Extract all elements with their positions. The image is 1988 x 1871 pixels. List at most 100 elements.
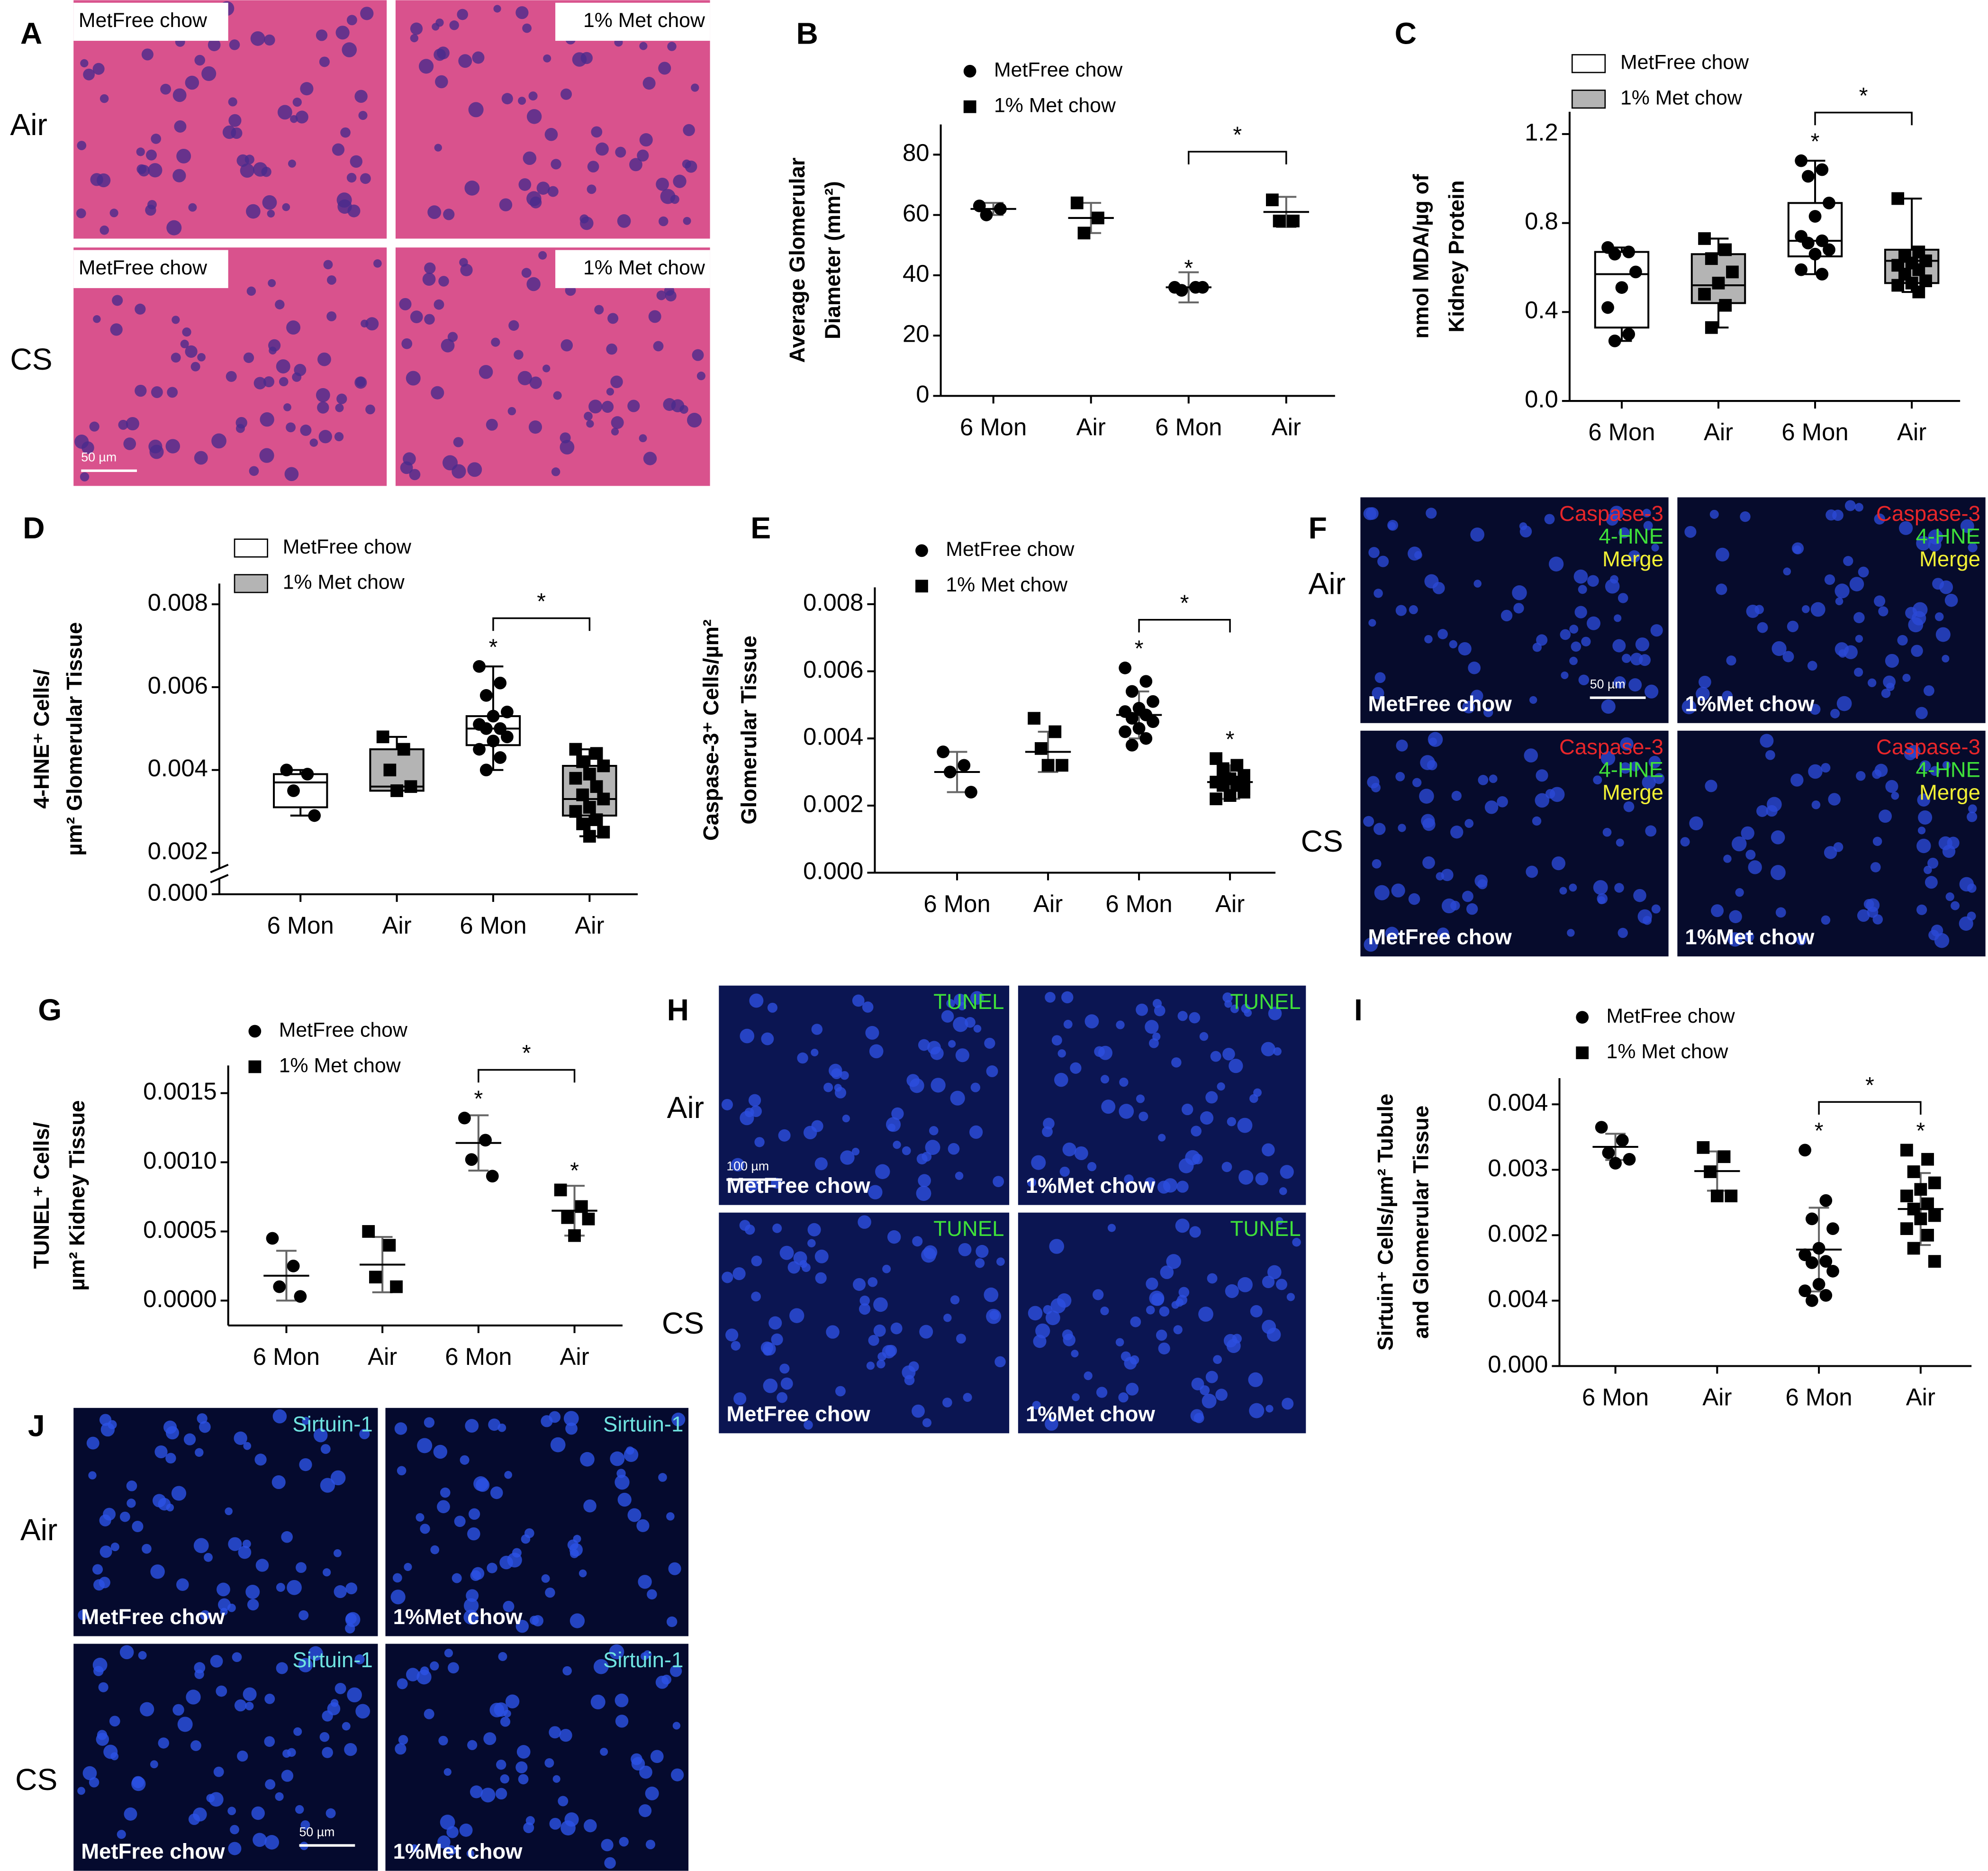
nucleus	[1408, 893, 1420, 905]
data-point	[1912, 263, 1925, 276]
data-point	[1615, 281, 1628, 294]
nucleus	[573, 1535, 581, 1543]
nucleus	[243, 1687, 257, 1701]
nucleus	[733, 1392, 747, 1406]
nucleus	[1248, 1372, 1263, 1387]
nucleus	[1049, 1239, 1065, 1254]
nucleus	[435, 18, 444, 27]
data-point	[1698, 232, 1711, 245]
nucleus	[772, 1223, 782, 1233]
legend-swatch	[234, 538, 268, 558]
data-point	[473, 743, 486, 756]
data-point	[266, 1232, 279, 1245]
nucleus	[290, 115, 298, 123]
x-tick-label: Air	[382, 912, 412, 939]
nucleus	[1158, 1134, 1166, 1142]
data-point	[1826, 1264, 1839, 1278]
nucleus	[264, 1835, 280, 1850]
nucleus	[228, 114, 242, 127]
data-point	[383, 1239, 396, 1252]
nucleus	[867, 1277, 878, 1287]
nucleus	[551, 467, 560, 476]
nucleus	[457, 9, 468, 20]
label-background	[555, 250, 710, 288]
nucleus	[410, 22, 423, 35]
nucleus	[763, 1378, 778, 1393]
nucleus	[176, 1578, 189, 1591]
data-point	[561, 1211, 574, 1224]
nucleus	[1828, 793, 1841, 806]
nucleus	[1765, 750, 1775, 760]
nucleus	[1874, 595, 1886, 607]
nucleus	[259, 448, 274, 463]
nucleus	[1849, 577, 1864, 591]
nucleus	[395, 1743, 407, 1755]
nucleus	[172, 316, 180, 324]
nucleus	[811, 1024, 823, 1035]
nucleus	[1696, 687, 1710, 701]
data-point	[1048, 725, 1062, 738]
nucleus	[1062, 1142, 1076, 1156]
nucleus	[109, 209, 118, 218]
nucleus	[1398, 824, 1406, 832]
data-point	[1629, 265, 1642, 279]
nucleus	[275, 300, 285, 309]
nucleus	[491, 337, 500, 347]
nucleus	[1428, 737, 1437, 746]
nucleus	[948, 1040, 956, 1048]
nucleus	[498, 1652, 507, 1661]
nucleus	[1200, 1111, 1214, 1125]
nucleus	[267, 209, 275, 218]
data-point	[1041, 759, 1055, 772]
nucleus	[354, 1654, 365, 1664]
nucleus	[1633, 889, 1646, 902]
nucleus	[433, 1444, 448, 1459]
nucleus	[516, 1745, 531, 1759]
nucleus	[906, 1074, 920, 1087]
nucleus	[281, 1531, 293, 1543]
nucleus	[1437, 629, 1448, 639]
nucleus	[1897, 635, 1908, 646]
nucleus	[637, 149, 649, 162]
nucleus	[1470, 527, 1485, 542]
nucleus	[814, 1157, 828, 1171]
nucleus	[1451, 790, 1462, 801]
nucleus	[761, 1032, 774, 1045]
nucleus	[180, 339, 189, 348]
nucleus	[963, 1393, 972, 1402]
data-point	[369, 1271, 382, 1284]
nucleus	[1028, 1306, 1043, 1321]
nucleus	[1253, 1088, 1262, 1097]
nucleus	[1408, 546, 1422, 561]
nucleus	[887, 1123, 896, 1132]
stain-label: Sirtuin-1	[603, 1412, 683, 1436]
nucleus	[807, 1239, 816, 1248]
stain-label: Merge	[1919, 781, 1980, 805]
data-point	[1705, 321, 1718, 334]
y-tick-label: 0.004	[803, 723, 863, 750]
nucleus	[558, 1796, 569, 1807]
nucleus	[768, 1316, 782, 1330]
bracket-star: *	[1180, 590, 1189, 616]
nucleus	[1200, 1385, 1210, 1396]
bracket	[1818, 1101, 1922, 1115]
nucleus	[640, 1652, 649, 1661]
nucleus	[950, 1295, 960, 1305]
nucleus	[88, 1471, 97, 1480]
nucleus	[281, 1770, 294, 1782]
nucleus	[604, 1857, 616, 1869]
nucleus	[253, 377, 266, 390]
nucleus	[1462, 700, 1475, 714]
nucleus	[873, 1324, 886, 1337]
nucleus	[296, 1562, 307, 1573]
nucleus	[1821, 763, 1831, 773]
data-point	[362, 1225, 375, 1238]
nucleus	[99, 1545, 112, 1558]
data-point	[473, 660, 486, 673]
nucleus	[322, 1710, 333, 1722]
nucleus	[528, 91, 538, 101]
nucleus	[1586, 616, 1600, 630]
y-tick-label: 0.008	[803, 589, 863, 616]
nucleus	[739, 1220, 750, 1231]
nucleus	[355, 1704, 370, 1719]
